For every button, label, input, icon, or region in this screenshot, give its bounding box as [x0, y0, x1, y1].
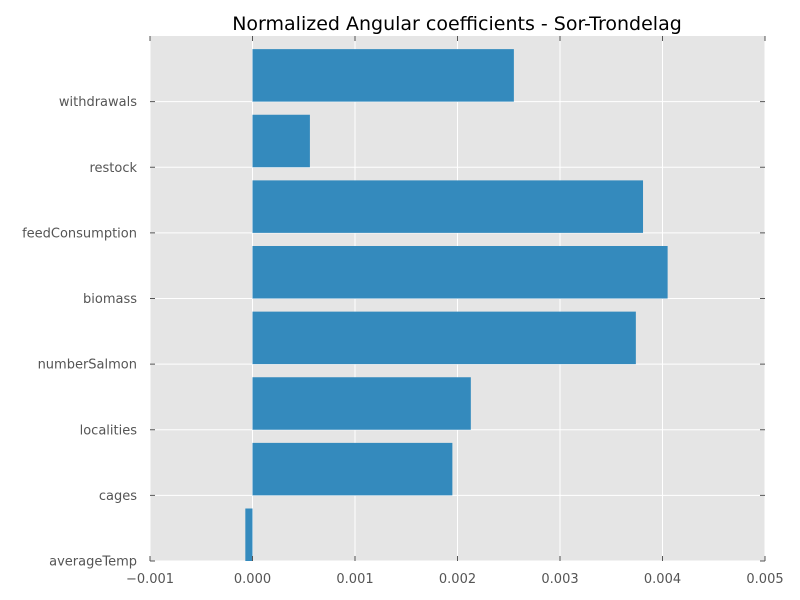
y-tick-label: biomass	[83, 292, 137, 307]
bar-averageTemp	[245, 508, 253, 561]
x-tick-labels: −0.001 0.000 0.001 0.002 0.003 0.004 0.005	[126, 572, 784, 587]
y-tick-label: averageTemp	[49, 555, 137, 570]
x-tick-label: 0.001	[336, 572, 373, 587]
x-tick-label: 0.002	[439, 572, 476, 587]
y-tick-label: restock	[89, 161, 137, 176]
y-tick-label: withdrawals	[59, 95, 137, 110]
bar-cages	[252, 442, 453, 496]
chart-title: Normalized Angular coefficients - Sor-Tr…	[232, 13, 682, 35]
bar-feedConsumption	[252, 180, 644, 233]
x-tick-label: 0.004	[644, 572, 681, 587]
bars	[245, 49, 668, 561]
y-tick-labels: averageTemp cages localities numberSalmon bi…	[22, 95, 137, 569]
tick-marks	[149, 36, 766, 562]
y-tick-label: localities	[80, 423, 138, 438]
bar-withdrawals	[252, 49, 514, 102]
bar-localities	[252, 377, 471, 430]
x-tick-label: 0.003	[541, 572, 578, 587]
y-tick-label: feedConsumption	[22, 226, 137, 241]
bar-numberSalmon	[252, 311, 636, 365]
x-tick-label: −0.001	[126, 572, 174, 587]
bar-biomass	[252, 246, 668, 299]
y-tick-label: cages	[99, 489, 137, 504]
x-tick-label: 0.000	[234, 572, 271, 587]
x-tick-label: 0.005	[746, 572, 783, 587]
y-tick-label: numberSalmon	[38, 358, 137, 373]
bar-restock	[252, 114, 310, 168]
